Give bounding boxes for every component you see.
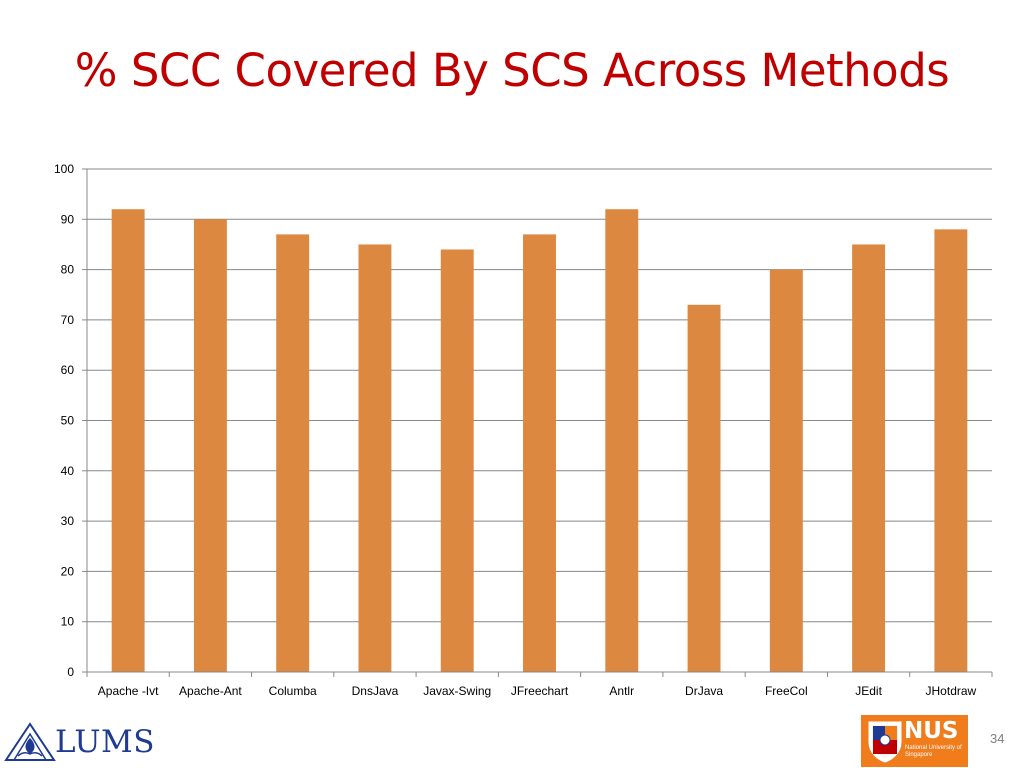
lums-wordmark: LUMS <box>55 724 155 760</box>
y-tick-label-80: 80 <box>61 263 75 277</box>
x-axis-categories: Apache -Ivt Apache-Ant Columba DnsJava Javax… <box>98 672 993 698</box>
x-category-label: Apache-Ant <box>179 684 242 698</box>
bar-javax-swing <box>440 249 474 673</box>
bar-apache-ivt <box>111 209 145 673</box>
y-tick-label-30: 30 <box>61 514 75 528</box>
y-tick-label-50: 50 <box>61 414 75 428</box>
y-tick-label-10: 10 <box>61 615 75 629</box>
bar-dnsjava <box>358 244 392 672</box>
bar-jhotdraw <box>934 229 968 673</box>
y-tick-label-40: 40 <box>61 464 75 478</box>
x-category-label: FreeCol <box>765 684 808 698</box>
y-tick-label-100: 100 <box>54 162 74 176</box>
x-category-label: DrJava <box>685 684 723 698</box>
x-category-label: Apache -Ivt <box>98 684 159 698</box>
x-category-label: JEdit <box>855 684 882 698</box>
x-category-label: Javax-Swing <box>423 684 491 698</box>
bar-jfreechart <box>523 234 556 672</box>
bar-freecol <box>769 269 803 672</box>
lums-logo <box>4 722 56 761</box>
x-category-label: JHotdraw <box>926 684 977 698</box>
y-axis-ticks: 0 10 20 30 40 50 60 70 80 90 100 <box>54 162 87 679</box>
y-tick-label-0: 0 <box>67 665 74 679</box>
bar-drjava <box>687 304 721 672</box>
y-tick-label-60: 60 <box>61 363 75 377</box>
lums-seal-icon <box>4 722 56 761</box>
page-number: 34 <box>990 731 1005 746</box>
y-tick-label-20: 20 <box>61 564 75 578</box>
y-tick-label-70: 70 <box>61 313 75 327</box>
nus-subtitle: National University of Singapore <box>905 745 962 758</box>
y-tick-label-90: 90 <box>61 212 75 226</box>
bar-apache-ant <box>193 219 227 673</box>
bar-columba <box>276 234 310 672</box>
x-category-label: Antlr <box>609 684 634 698</box>
bar-jedit <box>852 244 886 672</box>
x-category-label: DnsJava <box>352 684 399 698</box>
x-category-label: JFreechart <box>511 684 569 698</box>
nus-wordmark: NUS <box>904 718 959 744</box>
nus-logo <box>861 715 968 767</box>
nus-crest-icon <box>868 721 902 763</box>
x-category-label: Columba <box>269 684 317 698</box>
slide-title: % SCC Covered By SCS Across Methods <box>74 44 950 97</box>
bar-antlr <box>605 209 639 673</box>
bars <box>111 209 968 673</box>
